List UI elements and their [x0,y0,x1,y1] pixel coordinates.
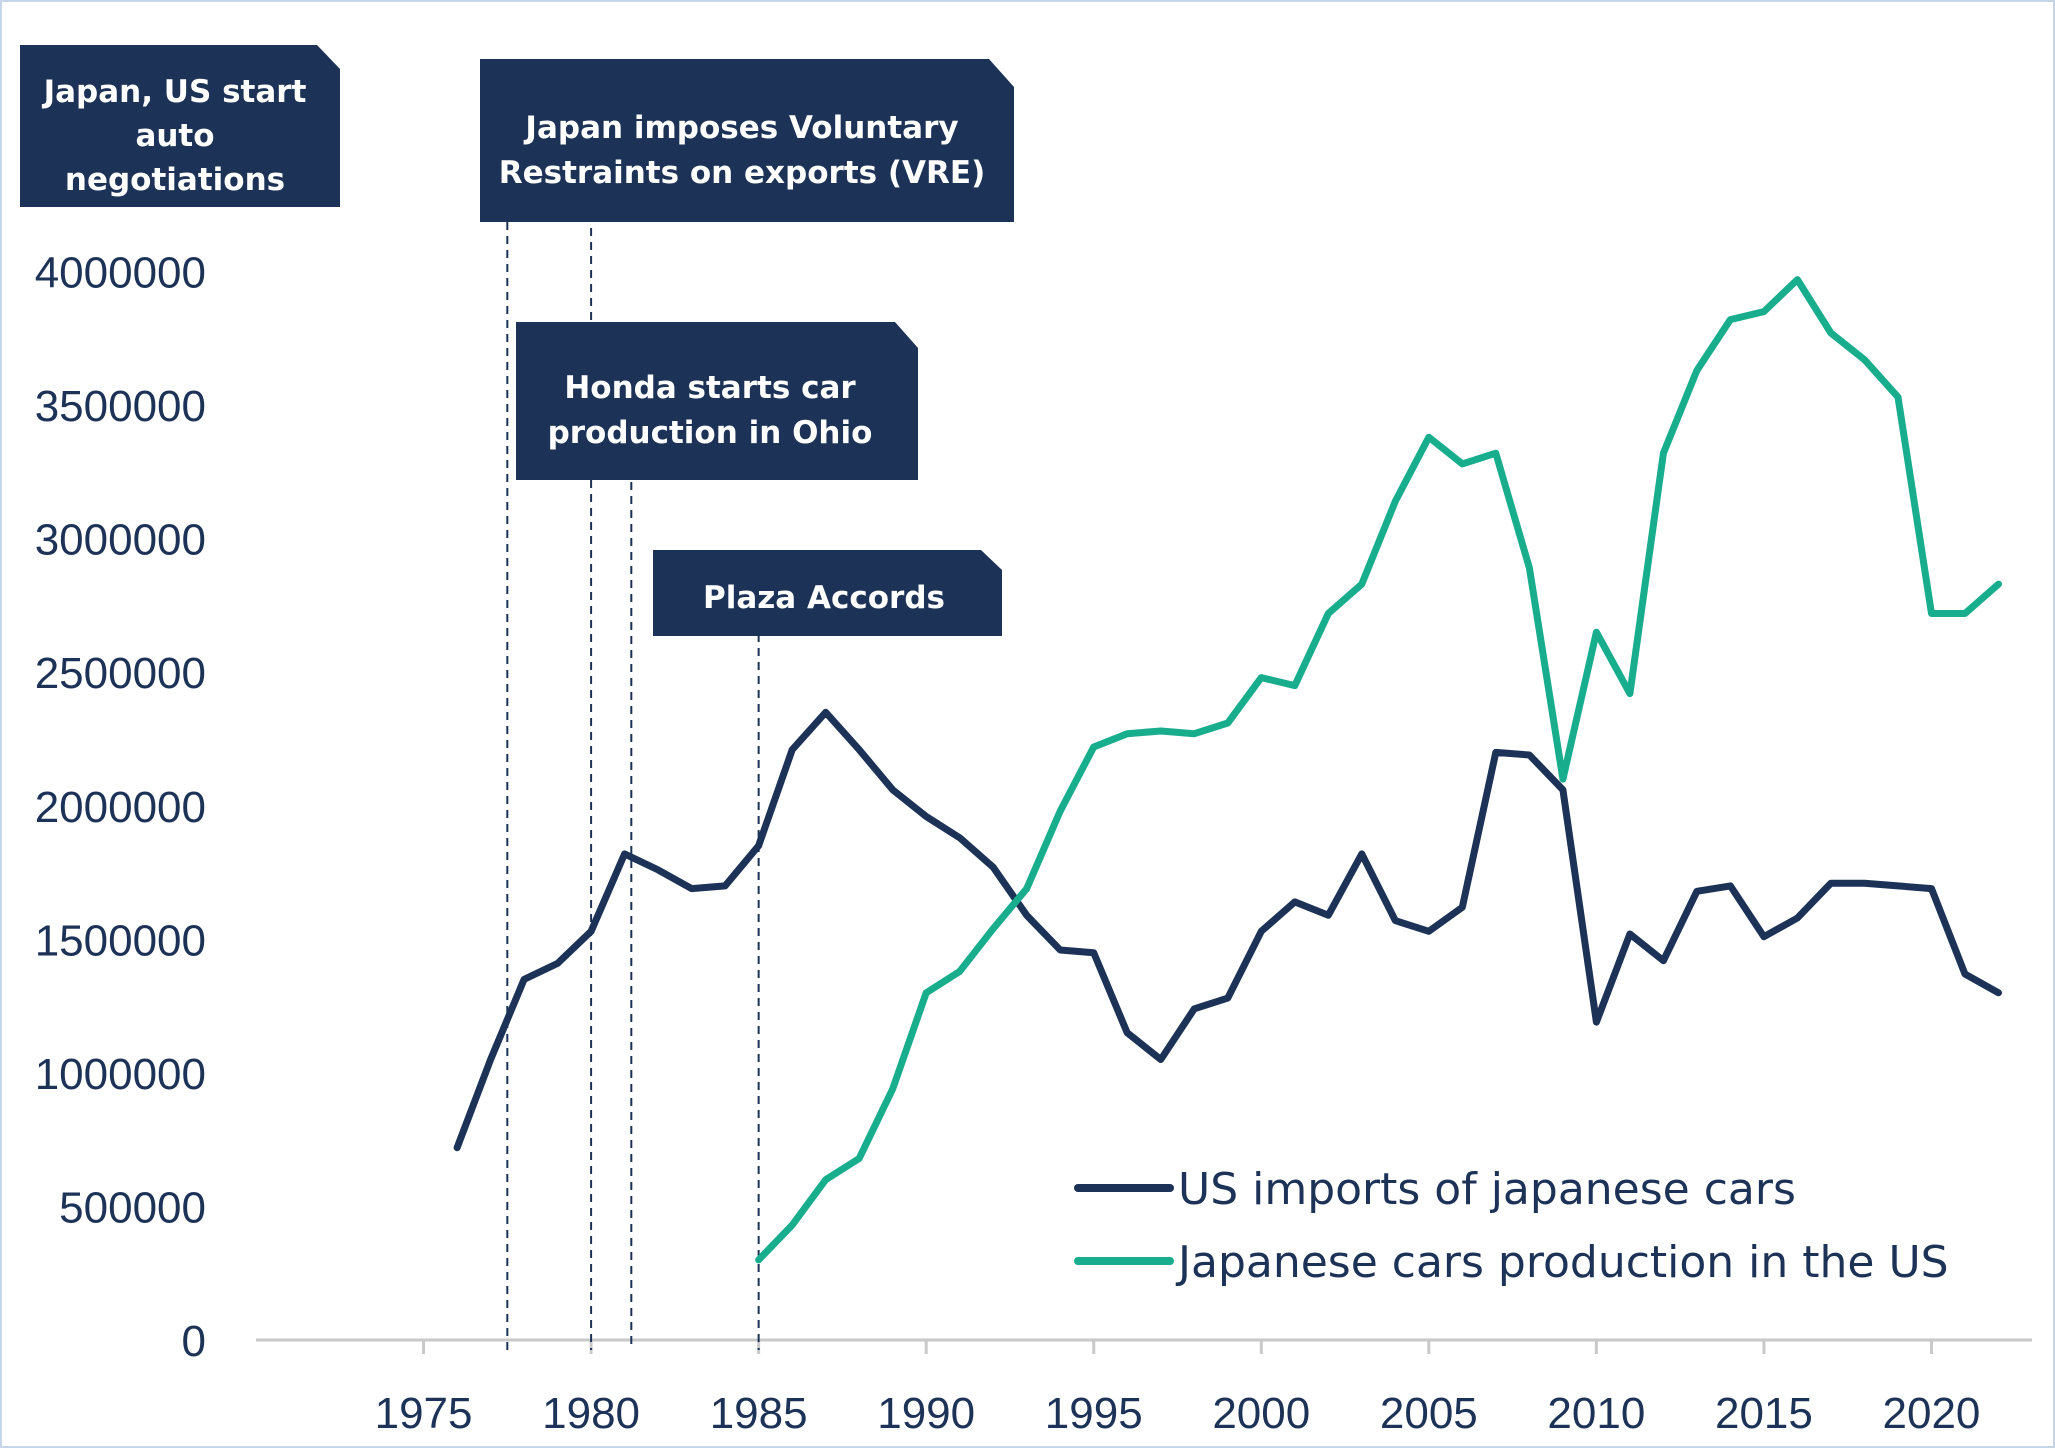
y-tick-label: 3000000 [35,516,206,565]
y-tick-label: 1500000 [35,916,206,965]
annotation-honda-ohio: Honda starts car production in Ohio [516,322,918,480]
y-axis-ticks: 0 500000 1000000 1500000 2000000 2500000 30000… [35,115,206,1366]
annotation-japan-us-negotiations: Japan, US start auto negotiations [20,45,340,207]
x-tick-label: 1995 [1045,1389,1143,1438]
legend-label-us-production: Japanese cars production in the US [1175,1237,1949,1288]
x-axis: 1975 1980 1985 1990 1995 2000 2005 2010 2015 2020 [256,1338,2032,1438]
x-tick-label: 2020 [1883,1389,1981,1438]
y-tick-label: 3500000 [35,382,206,431]
x-tick-label: 2000 [1212,1389,1310,1438]
y-tick-label: 500000 [59,1183,206,1232]
annotation-plaza-accords: Plaza Accords [653,550,1002,636]
x-tick-label: 1985 [710,1389,808,1438]
annotation-line: Plaza Accords [703,580,945,616]
series-line-1 [755,276,2002,1264]
annotation-line: Honda starts car [564,370,856,406]
x-tick-label: 1990 [877,1389,975,1438]
annotation-line: negotiations [65,162,285,198]
legend-label-us-imports: US imports of japanese cars [1178,1164,1796,1215]
y-tick-label: 1000000 [35,1050,206,1099]
y-tick-label: 2500000 [35,649,206,698]
annotation-lines [506,60,760,1350]
x-tick-label: 1975 [375,1389,473,1438]
annotation-line: auto [135,118,214,154]
y-tick-label: 2000000 [35,783,206,832]
x-tick-label: 1980 [542,1389,640,1438]
y-tick-label: 4000000 [35,249,206,298]
annotation-vre: Japan imposes Voluntary Restraints on ex… [480,59,1014,222]
annotation-line: production in Ohio [548,415,873,451]
y-tick-label: 0 [182,1317,206,1366]
x-tick-label: 2005 [1380,1389,1478,1438]
series-lines [453,276,2002,1264]
legend: US imports of japanese cars Japanese car… [1074,1164,1949,1288]
x-tick-label: 2015 [1715,1389,1813,1438]
annotation-line: Japan, US start [42,74,307,110]
annotation-line: Japan imposes Voluntary [523,110,958,146]
x-tick-label: 2010 [1547,1389,1645,1438]
annotation-line: Restraints on exports (VRE) [499,155,986,191]
series-line-0 [453,708,2002,1152]
